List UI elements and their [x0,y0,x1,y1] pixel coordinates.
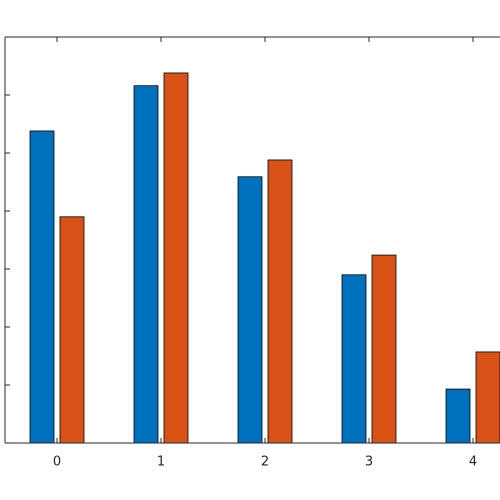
bar [237,176,263,444]
bar [371,254,397,444]
x-tick-label: 2 [261,455,269,470]
x-tick-label: 0 [53,455,61,470]
bar [341,274,367,444]
bar [445,388,471,444]
x-tick-label: 3 [365,455,373,470]
x-tick-label: 4 [469,455,477,470]
x-tick-label: 1 [157,455,165,470]
bar [163,72,189,444]
bar [29,130,55,444]
bar [267,159,293,444]
bar [59,216,85,444]
bar [475,351,500,444]
bar [133,85,159,444]
